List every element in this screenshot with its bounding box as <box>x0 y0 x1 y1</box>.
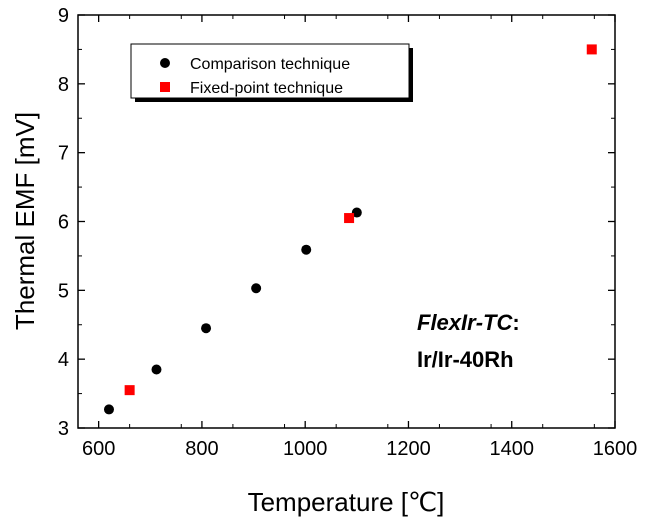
annotation: FlexIr-TC: Ir/Ir-40Rh <box>417 310 520 372</box>
x-tick-label: 600 <box>82 438 115 460</box>
y-axis-title: Thermal EMF [mV] <box>10 112 40 330</box>
data-point-comparison <box>301 244 312 255</box>
data-point-comparison <box>103 404 114 415</box>
x-axis-title: Temperature [℃] <box>248 487 445 517</box>
legend-marker-fixed-point <box>160 82 170 92</box>
y-tick-label: 3 <box>58 418 69 440</box>
annotation-line-2: Ir/Ir-40Rh <box>417 347 514 372</box>
x-tick-label: 1400 <box>489 438 534 460</box>
data-point-comparison <box>151 364 162 375</box>
x-tick-label: 800 <box>185 438 218 460</box>
y-tick-label: 6 <box>58 212 69 234</box>
x-tick-label: 1000 <box>283 438 328 460</box>
legend-label-comparison: Comparison technique <box>190 56 350 73</box>
y-tick-label: 7 <box>58 143 69 165</box>
legend: Comparison technique Fixed-point techniq… <box>130 43 413 102</box>
annotation-colon: : <box>512 310 519 335</box>
y-tick-labels: 3 4 5 6 7 8 9 <box>58 5 69 440</box>
data-point-comparison <box>251 283 262 294</box>
annotation-line-1: FlexIr-TC: <box>417 310 520 335</box>
x-tick-labels: 600 800 1000 1200 1400 1600 <box>82 438 637 460</box>
data-point-fixed-point <box>344 213 355 224</box>
y-tick-label: 4 <box>58 349 69 371</box>
data-points <box>103 44 597 415</box>
legend-label-fixed-point: Fixed-point technique <box>190 80 343 97</box>
legend-box <box>130 43 410 99</box>
x-tick-label: 1600 <box>593 438 638 460</box>
y-tick-label: 8 <box>58 74 69 96</box>
data-point-fixed-point <box>586 44 597 55</box>
y-tick-label: 9 <box>58 5 69 27</box>
data-point-comparison <box>351 207 362 218</box>
axis-ticks <box>77 14 616 429</box>
data-point-fixed-point <box>124 385 135 396</box>
data-point-comparison <box>201 323 212 334</box>
x-tick-label: 1200 <box>386 438 431 460</box>
annotation-italic-name: FlexIr-TC <box>417 310 513 335</box>
y-tick-label: 5 <box>58 280 69 302</box>
legend-marker-comparison <box>160 58 170 68</box>
